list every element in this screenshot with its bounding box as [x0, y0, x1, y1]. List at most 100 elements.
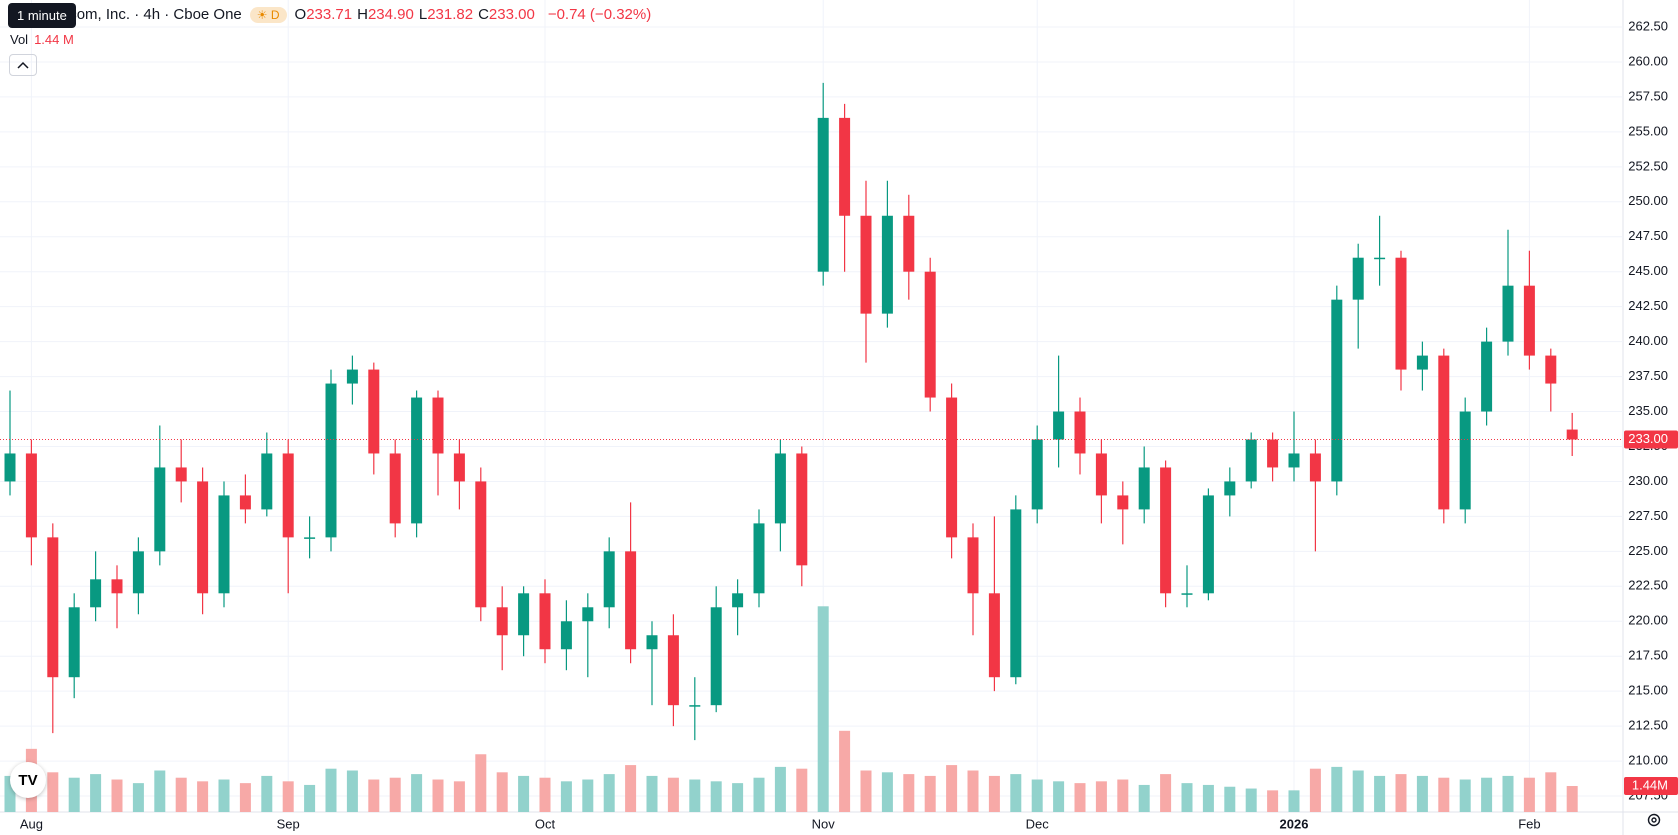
- candle-body: [1331, 299, 1343, 482]
- y-tick-label: 240.00: [1628, 333, 1668, 348]
- volume-bar: [1352, 770, 1364, 812]
- candle-body: [346, 369, 358, 384]
- volume-bar: [218, 779, 230, 812]
- candle-body: [667, 635, 679, 706]
- volume-bar: [453, 781, 465, 812]
- candle-body: [1095, 453, 1107, 496]
- y-tick-label: 217.50: [1628, 648, 1668, 663]
- candle-body: [946, 397, 958, 538]
- volume-bar: [111, 779, 123, 812]
- y-tick-label: 237.50: [1628, 368, 1668, 383]
- volume-bar: [325, 768, 337, 812]
- volume-bar: [346, 770, 358, 812]
- ohlc-key: H: [357, 6, 368, 23]
- volume-bar: [496, 772, 508, 812]
- volume-bar: [1331, 766, 1343, 812]
- candle-body: [282, 453, 294, 538]
- volume-bar: [732, 783, 744, 812]
- candle-body: [1374, 257, 1386, 260]
- volume-bar: [1053, 781, 1065, 812]
- ohlc-values: O233.71 H234.90 L231.82 C233.00: [295, 6, 540, 23]
- candle-body: [518, 593, 530, 636]
- candle-body: [1245, 439, 1257, 482]
- x-tick-label: 2026: [1280, 816, 1309, 831]
- candle-body: [732, 593, 744, 608]
- candle-body: [197, 481, 209, 594]
- volume-bar: [411, 774, 423, 812]
- candle-body: [774, 453, 786, 524]
- settings-icon[interactable]: [1646, 812, 1662, 828]
- candle-body: [1438, 355, 1450, 510]
- y-tick-label: 212.50: [1628, 718, 1668, 733]
- session-badge: ☀ D: [249, 6, 287, 23]
- volume-bar: [796, 768, 808, 812]
- volume-bar: [154, 770, 166, 812]
- volume-bar: [1416, 775, 1428, 812]
- y-tick-label: 250.00: [1628, 193, 1668, 208]
- candle-body: [1502, 285, 1514, 342]
- candle-body: [860, 215, 872, 314]
- candle-body: [1545, 355, 1557, 384]
- candle-body: [175, 467, 187, 482]
- candle-body: [1416, 355, 1428, 370]
- candle-body: [1053, 411, 1065, 440]
- candle-body: [560, 621, 572, 650]
- volume-bar: [475, 754, 487, 812]
- volume-bar: [1224, 786, 1236, 812]
- volume-bar: [432, 779, 444, 812]
- candle-body: [239, 495, 251, 510]
- candle-body: [1566, 429, 1578, 440]
- y-tick-label: 242.50: [1628, 298, 1668, 313]
- y-tick-label: 262.50: [1628, 18, 1668, 33]
- candle-body: [1288, 453, 1300, 468]
- candle-body: [582, 607, 594, 622]
- ohlc-value: 233.71: [306, 6, 353, 23]
- volume-bar: [1117, 779, 1129, 812]
- volume-bar: [667, 777, 679, 812]
- volume-bar: [47, 772, 59, 812]
- volume-bar: [4, 775, 16, 812]
- y-tick-label: 227.50: [1628, 508, 1668, 523]
- y-tick-label: 230.00: [1628, 473, 1668, 488]
- y-tick-label: 222.50: [1628, 578, 1668, 593]
- x-tick-label: Nov: [812, 816, 836, 831]
- candle-body: [475, 481, 487, 608]
- candle-body: [1267, 439, 1279, 468]
- collapse-button[interactable]: [9, 54, 37, 76]
- candle-body: [1138, 467, 1150, 510]
- candle-body: [753, 523, 765, 594]
- candle-body: [1309, 453, 1321, 482]
- candle-body: [1160, 467, 1172, 594]
- candle-body: [496, 607, 508, 636]
- volume-value: 1.44 M: [34, 32, 74, 47]
- candle-body: [1031, 439, 1043, 510]
- x-tick-label: Sep: [277, 816, 300, 831]
- volume-bar: [1267, 790, 1279, 812]
- volume-bar: [197, 781, 209, 812]
- candle-body: [261, 453, 273, 510]
- volume-bar: [1181, 783, 1193, 812]
- candle-body: [1074, 411, 1086, 454]
- candle-body: [967, 537, 979, 594]
- volume-bar: [1438, 777, 1450, 812]
- y-tick-label: 260.00: [1628, 53, 1668, 68]
- volume-bar: [1309, 768, 1321, 812]
- y-tick-label: 225.00: [1628, 543, 1668, 558]
- volume-bar: [68, 777, 80, 812]
- candle-body: [389, 453, 401, 524]
- volume-bar: [967, 770, 979, 812]
- volume-bar: [946, 765, 958, 812]
- y-tick-label: 255.00: [1628, 123, 1668, 138]
- volume-bar: [1374, 775, 1386, 812]
- volume-bar: [1566, 786, 1578, 812]
- change: −0.74 (−0.32%): [547, 6, 652, 23]
- logo[interactable]: TV: [10, 762, 46, 798]
- candle-body: [1224, 481, 1236, 496]
- volume-bar: [539, 777, 551, 812]
- volume-bar: [1010, 774, 1022, 812]
- volume-bar: [1459, 779, 1471, 812]
- volume-bar: [924, 775, 936, 812]
- volume-bar: [1074, 783, 1086, 812]
- x-tick-label: Feb: [1518, 816, 1540, 831]
